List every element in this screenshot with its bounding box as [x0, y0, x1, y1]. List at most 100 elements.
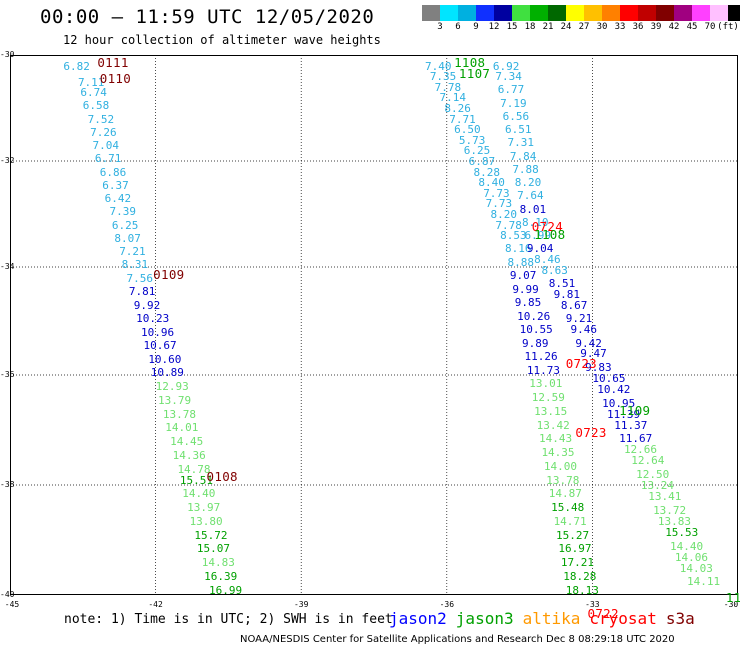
colorbar-swatch: [512, 5, 530, 21]
wave-height-label: 8.20: [514, 176, 542, 190]
wave-height-label: 8.46: [534, 253, 561, 267]
wave-height-label: 10.23: [136, 312, 170, 326]
wave-height-label: 6.25: [463, 144, 491, 158]
time-tag: 1108: [454, 54, 486, 70]
satellite-legend-item: cryosat: [589, 609, 657, 628]
wave-height-label: 7.19: [500, 96, 527, 110]
wave-height-label: 12.93: [155, 380, 189, 393]
wave-height-label: 7.73: [483, 186, 510, 200]
wave-height-label: 11.26: [524, 350, 558, 364]
wave-height-label: 14.40: [182, 487, 216, 501]
wave-height-label: 13.42: [536, 418, 570, 432]
wave-height-label: 10.65: [592, 371, 626, 385]
colorbar-swatch: [548, 5, 566, 21]
time-tag: 0108: [206, 468, 238, 484]
wave-height-label: 17.21: [560, 556, 594, 569]
wave-height-label: 8.01: [519, 202, 547, 216]
wave-height-label: 13.72: [653, 503, 687, 517]
wave-height-label: 8.28: [473, 165, 500, 179]
colorbar-swatch: [638, 5, 656, 21]
wave-height-label: 14.03: [679, 561, 713, 575]
credit-line: NOAA/NESDIS Center for Satellite Applica…: [240, 634, 675, 645]
wave-height-label: 7.11: [77, 75, 105, 89]
wave-height-label: 15.07: [196, 542, 230, 556]
wave-height-label: 9.89: [522, 336, 549, 350]
wave-height-label: 12.66: [623, 443, 658, 457]
x-tick-label: -39: [293, 600, 309, 609]
colorbar-swatch: [656, 5, 674, 21]
wave-height-label: 6.25: [111, 218, 139, 232]
wave-height-label: 14.71: [553, 514, 587, 528]
wave-height-label: 9.42: [575, 336, 602, 350]
colorbar-swatch: [728, 5, 740, 21]
wave-height-label: 11.37: [614, 418, 648, 432]
colorbar-tick: 6: [455, 22, 461, 32]
x-tick-label: -36: [439, 600, 455, 609]
wave-height-label: 15.51: [179, 473, 213, 487]
x-tick-label: -42: [148, 600, 163, 609]
y-tick-label: -36: [0, 370, 15, 379]
wave-height-label: 11.73: [526, 363, 560, 377]
wave-height-label: 6.86: [99, 165, 127, 179]
wave-height-label: 6.42: [104, 192, 132, 206]
wave-height-label: 10.89: [150, 366, 184, 380]
colorbar-swatch: [674, 5, 692, 21]
wave-height-label: 14.87: [548, 487, 582, 501]
wave-height-label: 5.73: [458, 133, 486, 147]
colorbar-tick: 70: [704, 22, 716, 32]
time-tag: 1109: [619, 402, 651, 418]
colorbar-swatch: [458, 5, 476, 21]
wave-height-label: 14.36: [172, 448, 206, 462]
wave-height-label: 7.31: [507, 136, 534, 150]
colorbar-swatch: [566, 5, 584, 21]
wave-height-label: 13.97: [187, 501, 221, 514]
wave-height-label: 8.63: [541, 263, 568, 277]
wave-height-label: 14.35: [541, 446, 575, 459]
wave-height-label: 13.41: [648, 490, 682, 503]
wave-height-label: 11.39: [606, 407, 641, 421]
y-tick-label: -32: [0, 156, 15, 165]
wave-height-label: 6.58: [82, 99, 110, 113]
wave-height-label: 7.78: [495, 218, 522, 232]
wave-height-label: 14.83: [201, 556, 235, 569]
wave-height-label: 13.78: [546, 473, 580, 487]
wave-height-label: 10.55: [519, 323, 553, 337]
satellite-legend: jason2 jason3 altika cryosat s3a: [389, 609, 704, 628]
colorbar-swatch: [422, 5, 440, 21]
wave-height-label: 10.42: [597, 382, 631, 396]
wave-height-label: 15.48: [551, 501, 585, 514]
colorbar-swatch: [692, 5, 710, 21]
wave-height-label: 8.51: [548, 277, 576, 291]
colorbar-swatch: [476, 5, 494, 21]
wave-height-label: 12.50: [636, 468, 670, 481]
satellite-legend-item: altika: [522, 609, 581, 628]
wave-height-label: 7.84: [509, 149, 537, 163]
wave-height-label: 18.13: [565, 583, 599, 597]
wave-height-label: 7.81: [128, 285, 156, 299]
wave-height-label: 14.06: [674, 550, 709, 564]
wave-height-label: 7.39: [109, 205, 136, 219]
colorbar-swatch: [620, 5, 638, 21]
colorbar-swatch: [602, 5, 620, 21]
wave-height-label: 8.16: [505, 242, 532, 256]
y-tick-label: -34: [0, 262, 15, 271]
wave-height-label: 12.59: [531, 391, 565, 404]
wave-height-label: 6.92: [492, 59, 520, 73]
colorbar-swatch: [710, 5, 728, 21]
wave-height-label: 11.67: [619, 432, 653, 446]
wave-height-label: 6.74: [80, 86, 107, 100]
wave-height-label: 6.71: [94, 152, 122, 166]
wave-height-label: 14.45: [170, 435, 204, 448]
time-tag: 1108: [534, 227, 566, 243]
satellite-legend-item: jason2: [389, 609, 447, 628]
colorbar-tick: 21: [542, 22, 554, 32]
wave-height-label: 8.53: [500, 229, 527, 243]
wave-height-label: 7.04: [92, 139, 120, 153]
footer-note: note: 1) Time is in UTC; 2) SWH is in fe…: [64, 612, 393, 627]
wave-height-label: 6.77: [497, 83, 525, 97]
map-title: 00:00 — 11:59 UTC 12/05/2020: [40, 6, 375, 28]
wave-height-label: 10.96: [141, 325, 175, 339]
wave-height-label: 9.83: [585, 360, 612, 374]
